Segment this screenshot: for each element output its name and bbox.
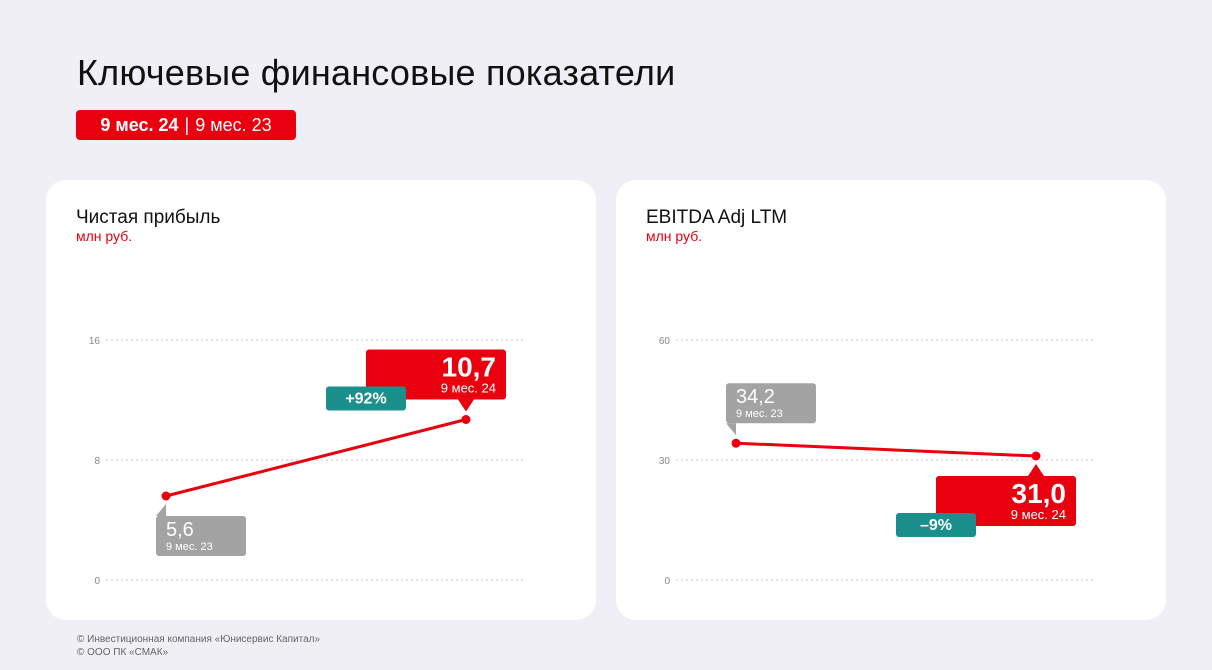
callout-pointer (1028, 464, 1044, 476)
chart-unit: млн руб. (646, 228, 703, 244)
period-current: 9 мес. 24 (100, 114, 179, 135)
data-point (1031, 451, 1041, 461)
page-title: Ключевые финансовые показатели (77, 52, 676, 93)
callout-pointer (458, 399, 474, 412)
callout-pointer (726, 423, 736, 436)
ebitda-chart: 0 30 60 34,29 мес. 23 31,09 мес. 24 –9% (659, 336, 1096, 587)
series-line (734, 441, 1038, 458)
chart-title: EBITDA Adj LTM (646, 207, 788, 228)
previous-value-label: 34,2 (736, 386, 775, 408)
current-period-label: 9 мес. 24 (1011, 507, 1066, 522)
ebitda-card: EBITDA Adj LTM млн руб. 0 30 60 34,2 9 мес. … (616, 180, 1166, 620)
change-label: +92% (345, 391, 386, 408)
period-separator: | (184, 114, 190, 135)
data-point (161, 491, 171, 501)
footer: © Инвестиционная компания «Юнисервис Кап… (77, 633, 320, 659)
footer-line: © ООО ПК «СМАК» (77, 647, 169, 658)
data-point (461, 415, 471, 424)
current-value-label: 31,0 (1012, 478, 1067, 509)
net-profit-card: Чистая прибыль млн руб. 0 8 16 5,6 9 мес. 23… (46, 180, 596, 620)
y-tick-label: 16 (89, 336, 101, 347)
current-value-label: 10,7 (442, 352, 497, 383)
change-badge (896, 513, 976, 537)
net-profit-chart: 0 8 16 5,69 мес. 23 10,79 мес. 24 +92% (89, 336, 526, 587)
chart-unit: млн руб. (76, 228, 133, 244)
y-tick-label: 30 (659, 456, 671, 467)
change-label: –9% (920, 517, 952, 534)
y-tick-label: 8 (94, 456, 100, 467)
previous-period-label: 9 мес. 23 (736, 408, 783, 420)
y-tick-label: 60 (659, 336, 671, 347)
period-badge: 9 мес. 24 | 9 мес. 23 (76, 110, 296, 140)
series-line (164, 418, 468, 498)
callout-pointer (156, 504, 166, 516)
change-badge (326, 386, 406, 411)
previous-value-callout (156, 516, 246, 556)
footer-line: © Инвестиционная компания «Юнисервис Кап… (77, 634, 321, 645)
current-period-label: 9 мес. 24 (441, 381, 496, 396)
data-point (731, 438, 741, 448)
previous-value-callout (726, 383, 816, 424)
previous-value-label: 5,6 (166, 519, 194, 541)
chart-title: Чистая прибыль (76, 207, 221, 228)
y-tick-label: 0 (94, 576, 100, 587)
y-tick-label: 0 (664, 576, 670, 587)
period-previous: 9 мес. 23 (195, 114, 272, 135)
previous-period-label: 9 мес. 23 (166, 541, 213, 553)
